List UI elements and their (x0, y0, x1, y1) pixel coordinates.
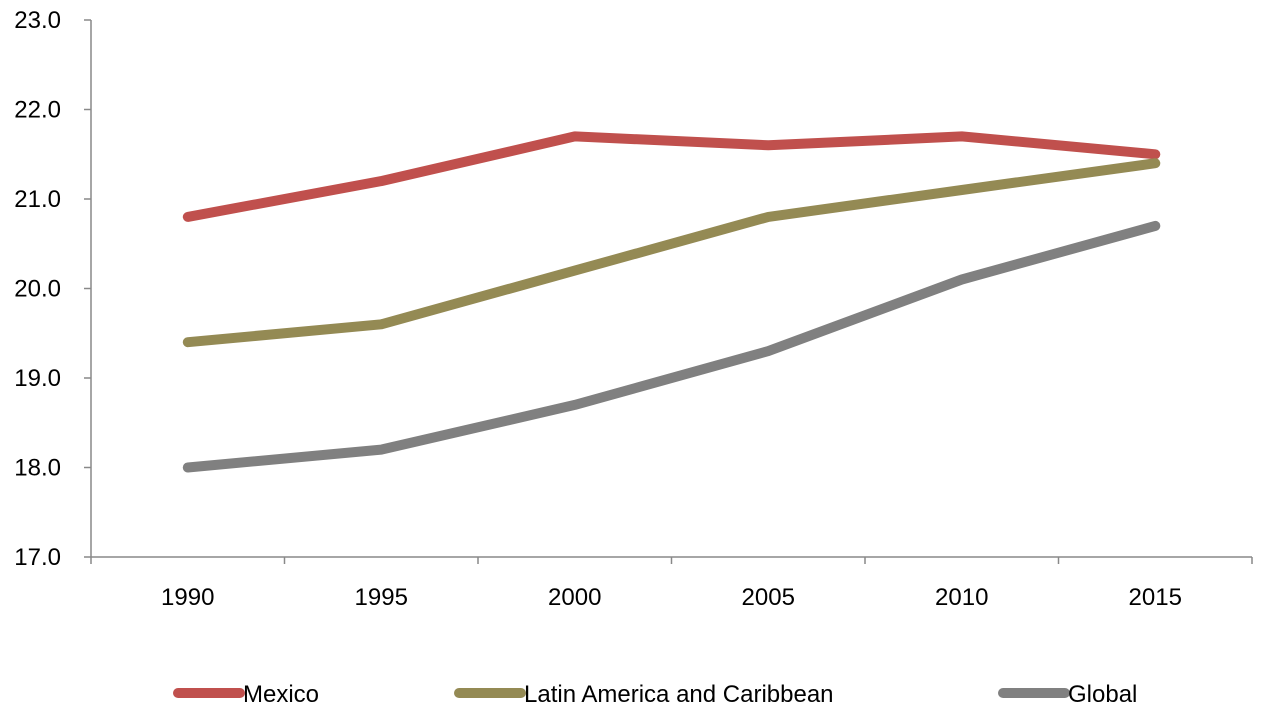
x-tick-label: 1995 (355, 584, 408, 611)
y-axis-ticks: 17.0 18.0 19.0 20.0 21.0 22.0 23.0 (14, 7, 91, 571)
x-tick-label: 2015 (1129, 584, 1182, 611)
y-tick-label: 23.0 (14, 7, 61, 34)
legend-label-mexico: Mexico (243, 681, 319, 708)
legend-label-global: Global (1068, 681, 1137, 708)
x-tick-label: 1990 (161, 584, 214, 611)
y-tick-label: 22.0 (14, 97, 61, 124)
legend: Mexico Latin America and Caribbean Global (173, 681, 1137, 708)
y-tick-label: 20.0 (14, 276, 61, 303)
series-line-mexico (182, 131, 1161, 222)
y-tick-label: 21.0 (14, 186, 61, 213)
axes (90, 20, 1252, 558)
legend-label-latin-america-and-caribbean: Latin America and Caribbean (524, 681, 834, 708)
x-tick-label: 2000 (548, 584, 601, 611)
x-axis-ticks: 1990 1995 2000 2005 2010 2015 (90, 557, 1253, 611)
series-lines (182, 131, 1161, 473)
y-tick-label: 18.0 (14, 455, 61, 482)
series-line-latin-america-and-caribbean (182, 158, 1161, 348)
x-tick-label: 2005 (742, 584, 795, 611)
series-line-global (182, 220, 1161, 473)
y-tick-label: 19.0 (14, 365, 61, 392)
x-tick-label: 2010 (935, 584, 988, 611)
y-tick-label: 17.0 (14, 544, 61, 571)
